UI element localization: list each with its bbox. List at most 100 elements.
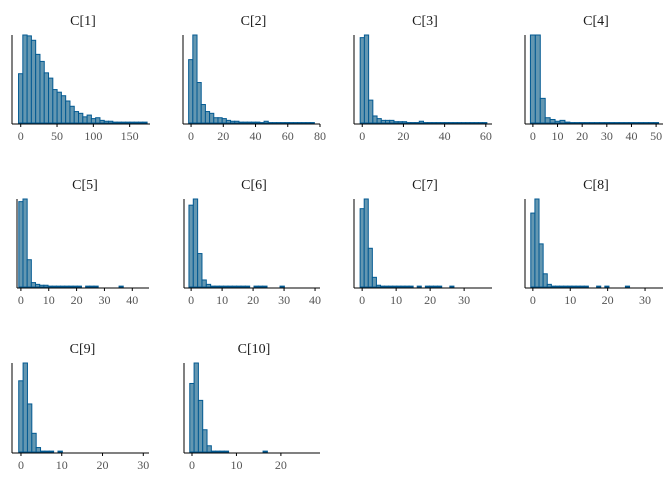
histogram-bar [214, 285, 220, 288]
histogram-bar [384, 285, 390, 288]
histogram-bar [246, 121, 253, 124]
histogram-bar [189, 382, 195, 453]
histogram-bar [31, 432, 37, 453]
histogram-bar [125, 121, 131, 124]
x-tick-label: 10 [564, 293, 576, 307]
x-tick-label: 60 [480, 129, 492, 143]
histogram-bar [197, 253, 203, 288]
histogram-bar [424, 285, 430, 288]
histogram-bar [408, 285, 414, 288]
x-tick-label: 20 [576, 129, 588, 143]
panel-title: C[3] [412, 14, 438, 29]
histogram-bar [538, 243, 544, 288]
histogram-bar [231, 285, 238, 288]
histogram-bar [206, 445, 212, 453]
histogram-bar [103, 120, 110, 124]
histogram-bar [39, 60, 45, 124]
histogram-bar [205, 283, 212, 288]
x-tick-label: 0 [189, 458, 195, 472]
histogram-bar [529, 34, 536, 124]
histogram-bar [108, 120, 114, 124]
x-tick-label: 10 [552, 129, 564, 143]
histogram-bar [193, 362, 199, 453]
histogram-bar [449, 285, 455, 288]
panel-title: C[9] [70, 342, 96, 357]
histogram-bar [433, 285, 439, 288]
histogram-bar [437, 285, 443, 288]
histogram-bar [209, 112, 215, 124]
histogram-bar [99, 119, 105, 124]
histogram-bar [579, 285, 585, 288]
histogram-bar [78, 112, 84, 124]
histogram-bar [564, 121, 571, 124]
histogram-bar [218, 285, 225, 288]
histogram-bar [397, 121, 403, 124]
histogram-panel: 0 10 20 30 C[9] [11, 342, 149, 472]
histogram-panel: 0 10 20 30 C[7] [353, 178, 492, 307]
histogram-bar [197, 399, 204, 453]
histogram-bar [89, 285, 95, 288]
histogram-bar [85, 285, 91, 288]
histogram-bar [133, 121, 140, 124]
histogram-bar [35, 447, 42, 453]
histogram-bar [22, 198, 28, 288]
histogram-bar [583, 285, 589, 288]
histogram-bar [65, 100, 71, 124]
histogram-bar [359, 37, 365, 124]
histogram-bar [225, 119, 232, 124]
histogram-bar [549, 118, 556, 124]
x-tick-label: 0 [18, 458, 24, 472]
histogram-bar [40, 450, 46, 453]
x-tick-label: 30 [458, 293, 470, 307]
histogram-bar [380, 285, 386, 288]
histogram-bar [142, 121, 148, 124]
histogram-bar [404, 285, 410, 288]
histogram-bar [400, 285, 406, 288]
histogram-bar [138, 121, 144, 124]
histogram-bar [44, 450, 50, 453]
histogram-bar [18, 201, 24, 288]
x-tick-label: 0 [188, 293, 194, 307]
histogram-bar [112, 121, 118, 124]
histogram-bar [48, 450, 55, 453]
histogram-bar [359, 208, 365, 288]
histogram-bar [192, 34, 198, 124]
histogram-bar [57, 450, 63, 453]
histogram-bar [262, 450, 268, 453]
x-tick-label: 0 [530, 293, 536, 307]
x-tick-label: 150 [121, 129, 139, 143]
x-tick-label: 0 [359, 129, 365, 143]
histogram-bar [18, 380, 24, 453]
histogram-bar [201, 279, 207, 288]
histogram-bar [64, 285, 70, 288]
histogram-bar [544, 117, 551, 124]
histogram-bar [240, 285, 246, 288]
histogram-bar [60, 95, 67, 124]
histogram-bar [244, 285, 251, 288]
panel-title: C[2] [241, 14, 267, 29]
x-tick-label: 20 [397, 129, 409, 143]
histogram-bar [95, 117, 101, 124]
histogram-bar [604, 285, 610, 288]
histogram-bar [227, 285, 233, 288]
x-tick-label: 40 [309, 293, 321, 307]
histogram-panel: 0 10 20 30 40 C[5] [16, 178, 149, 307]
histogram-bar [396, 285, 402, 288]
histogram-bar [35, 283, 41, 288]
histogram-bar [192, 198, 199, 288]
x-tick-label: 40 [439, 129, 451, 143]
x-tick-label: 30 [278, 293, 290, 307]
x-tick-label: 10 [230, 458, 242, 472]
histogram-bar [120, 121, 127, 124]
histogram-bar [90, 118, 97, 124]
histogram-bar [47, 285, 53, 288]
histogram-bar [550, 285, 556, 288]
x-tick-label: 0 [18, 129, 24, 143]
histogram-bar [26, 35, 32, 124]
histogram-bar [22, 362, 28, 453]
histogram-bar [534, 34, 541, 124]
histogram-panel: 0 10 20 30 C[8] [524, 178, 663, 307]
histogram-bar [596, 285, 602, 288]
histogram-bar [418, 120, 425, 124]
histogram-bar [534, 198, 540, 288]
